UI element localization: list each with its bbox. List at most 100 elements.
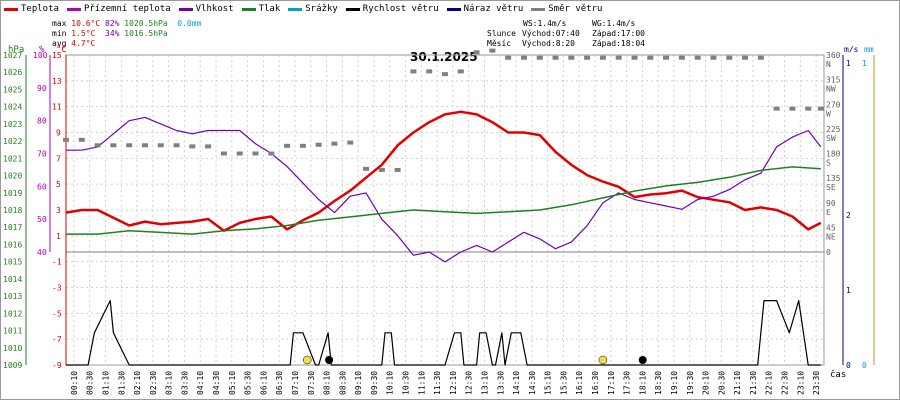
axis-dir-tick: 315 — [826, 76, 841, 85]
x-tick-label: 16:30 — [591, 371, 600, 395]
series-smer-vetru-point — [647, 55, 654, 60]
x-tick-label: 06:10 — [259, 371, 268, 395]
axis-dir-tick: 360 — [826, 51, 841, 60]
x-tick-label: 03:10 — [165, 371, 174, 395]
x-tick-label: 00:10 — [70, 371, 79, 395]
series-smer-vetru-point — [205, 144, 212, 149]
x-tick-label: 18:10 — [638, 371, 647, 395]
series-smer-vetru-point — [236, 151, 243, 156]
axis-hpa-tick: 1013 — [3, 292, 22, 301]
x-tick-label: 12:10 — [449, 371, 458, 395]
x-tick-label: 13:30 — [496, 371, 505, 395]
moon-rise: Východ:8:20 — [522, 39, 575, 48]
series-smer-vetru-point — [220, 151, 227, 156]
x-tick-label: 08:30 — [338, 371, 347, 395]
series-smer-vetru-point — [252, 151, 259, 156]
axis-hpa-tick: 1014 — [3, 275, 22, 284]
legend-item-prizemni-teplota: Přízemní teplota — [66, 4, 171, 14]
series-smer-vetru-point — [141, 143, 148, 148]
axis-dir-tick: 270 — [826, 100, 841, 109]
axis-dir-tick: 180 — [826, 150, 841, 159]
series-smer-vetru-point — [63, 137, 69, 142]
stats-max-row: max 10.6°C 82% 1020.5hPa 0.0mm — [52, 19, 202, 28]
moonrise-marker — [325, 356, 334, 364]
series-smer-vetru-point — [817, 106, 824, 111]
series-smer-vetru-point — [568, 55, 575, 60]
axis-hpa-tick: 1011 — [3, 327, 22, 336]
series-smer-vetru-point — [552, 55, 559, 60]
axis-temp-tick: 1 — [56, 232, 61, 241]
x-tick-label: 15:30 — [559, 371, 568, 395]
series-smer-vetru-point — [694, 55, 701, 60]
series-smer-vetru-point — [268, 151, 275, 156]
series-smer-vetru-point — [663, 55, 670, 60]
axis-pct-tick: 50 — [37, 215, 47, 224]
sunrise-marker — [302, 355, 312, 365]
series-smer-vetru-point — [157, 143, 164, 148]
axis-pct-label: % — [39, 45, 45, 55]
x-tick-label: 08:10 — [323, 371, 332, 395]
axis-temp-tick: -5 — [52, 309, 62, 318]
axis-temp-tick: -9 — [52, 361, 62, 370]
x-tick-label: 07:30 — [307, 371, 316, 395]
x-tick-label: 16:10 — [575, 371, 584, 395]
series-smer-vetru-point — [584, 55, 591, 60]
x-tick-label: 07:10 — [291, 371, 300, 395]
legend-swatch — [288, 7, 303, 11]
axis-hpa-tick: 1024 — [3, 103, 22, 112]
series-smer-vetru-point — [457, 69, 464, 74]
axis-dir-tick: 45 — [826, 223, 836, 232]
series-tlak — [66, 166, 821, 235]
axis-pct-tick: 90 — [37, 84, 47, 93]
axis-temp-tick: 3 — [56, 206, 61, 215]
axis-ms-label: m/s — [844, 45, 859, 54]
sun-set: Západ:17:00 — [592, 29, 645, 38]
x-tick-label: 11:10 — [417, 371, 426, 395]
axis-temp-label: °C — [56, 45, 67, 55]
axis-hpa-tick: 1026 — [3, 68, 22, 77]
axis-temp-tick: 15 — [52, 51, 62, 60]
x-tick-label: 10:10 — [386, 371, 395, 395]
series-smer-vetru-point — [710, 55, 717, 60]
legend-item-tlak: Tlak — [241, 4, 280, 14]
axis-pct-tick: 70 — [37, 150, 47, 159]
axis-ms-tick: 2 — [846, 211, 851, 220]
series-smer-vetru-point — [378, 167, 385, 172]
axis-pct-tick: 60 — [37, 182, 47, 191]
x-tick-label: 01:10 — [101, 371, 110, 395]
axis-hpa-tick: 1027 — [3, 51, 22, 60]
x-tick-label: 18:30 — [654, 371, 663, 395]
axis-temp-tick: 9 — [56, 129, 61, 138]
x-tick-label: 04:10 — [196, 371, 205, 395]
series-smer-vetru-point — [615, 55, 622, 60]
axis-hpa-tick: 1012 — [3, 309, 22, 318]
x-tick-label: 14:30 — [528, 371, 537, 395]
legend-item-rychlost-vetru: Rychlost větru — [345, 4, 439, 14]
x-tick-label: 22:10 — [765, 371, 774, 395]
x-tick-label: 10:30 — [402, 371, 411, 395]
axis-mm-tick: 0 — [862, 361, 867, 370]
series-smer-vetru-point — [726, 55, 733, 60]
axis-temp-tick: 11 — [52, 103, 62, 112]
axis-hpa-tick: 1022 — [3, 137, 22, 146]
x-tick-label: 12:30 — [465, 371, 474, 395]
axis-hpa-tick: 1010 — [3, 344, 22, 353]
series-smer-vetru-point — [426, 69, 433, 74]
series-smer-vetru-point — [299, 143, 306, 148]
x-tick-label: 17:30 — [623, 371, 632, 395]
series-vlhkost — [66, 116, 822, 263]
x-tick-label: 23:30 — [812, 371, 821, 395]
axis-ms-tick: 0 — [846, 361, 851, 370]
series-smer-vetru-point — [315, 142, 322, 147]
legend-swatch — [446, 7, 461, 11]
x-tick-label: 13:10 — [480, 371, 489, 395]
x-tick-label: 01:30 — [117, 371, 126, 395]
series-smer-vetru-point — [173, 143, 180, 148]
x-tick-label: 02:30 — [149, 371, 158, 395]
x-tick-label: 19:10 — [670, 371, 679, 395]
axis-hpa-tick: 1018 — [3, 206, 22, 215]
x-tick-label: 11:30 — [433, 371, 442, 395]
axis-mm-tick: 1 — [862, 59, 867, 68]
axis-ms-tick: 1 — [846, 286, 851, 295]
series-smer-vetru-point — [489, 48, 496, 53]
